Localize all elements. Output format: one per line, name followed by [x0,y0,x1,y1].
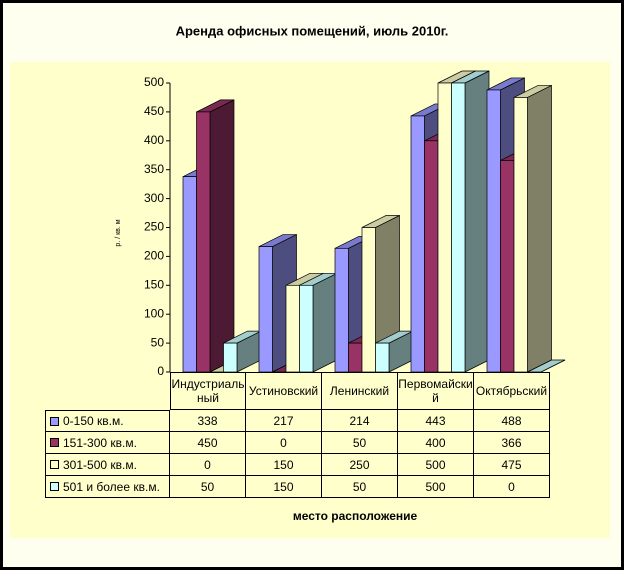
legend-entry: 151-300 кв.м. [45,432,170,454]
legend-entry: 0-150 кв.м. [45,410,170,432]
table-value: 50 [322,432,398,454]
bar [258,246,273,373]
table-value: 338 [170,410,246,432]
table-value: 150 [246,476,322,498]
legend-label: 0-150 кв.м. [63,414,124,428]
legend-label: 501 и более кв.м. [63,479,160,494]
bar [223,342,238,373]
category-header: Ленинский [322,372,398,410]
table-value: 443 [398,410,474,432]
category-header: Первомайский [398,372,474,410]
table-value: 150 [246,454,322,476]
y-tick-label: 400 [144,133,164,147]
table-value: 500 [398,454,474,476]
table-value: 0 [474,476,550,498]
bar [348,342,363,373]
legend-swatch [50,460,59,469]
bar [375,342,390,373]
y-tick-label: 350 [144,162,164,176]
bar-side [527,84,552,373]
legend-swatch [50,416,59,426]
bar [299,284,314,373]
category-header: Индустриальный [170,372,246,410]
legend-swatch [50,438,59,447]
y-tick-label: 450 [144,104,164,118]
y-tick-label: 100 [144,306,164,320]
y-axis-title: р. / кв. м [115,219,122,246]
y-tick-label: 300 [144,191,164,205]
x-axis-title: место расположение [293,509,418,523]
table-value: 0 [246,432,322,454]
y-tick-label: 50 [151,335,165,349]
table-value: 50 [170,476,246,498]
bar [285,284,300,373]
table-value: 50 [322,476,398,498]
bar-side [312,272,338,373]
table-value: 475 [474,454,550,476]
category-header: Устиновский [246,372,322,410]
table-value: 250 [322,454,398,476]
chart: Аренда офисных помещений, июль 2010г. р.… [10,23,610,538]
bar [410,115,425,373]
chart-title: Аренда офисных помещений, июль 2010г. [176,23,449,38]
bar [513,97,528,373]
table-value: 488 [474,410,550,432]
legend-swatch [50,482,59,491]
bar [451,82,466,373]
bar [437,82,452,373]
bar [334,247,349,373]
legend-label: 301-500 кв.м. [63,457,137,472]
y-tick-label: 0 [157,364,164,378]
bar-side [464,70,490,373]
table-value: 217 [246,410,322,432]
bar [182,176,197,373]
table-value: 400 [398,432,474,454]
table-value: 366 [474,432,550,454]
table-value: 450 [170,432,246,454]
y-tick-label: 250 [144,220,164,234]
table-value: 0 [170,454,246,476]
bar [361,227,376,373]
y-tick-label: 200 [144,249,164,263]
bar [500,160,515,373]
table-value: 214 [322,410,398,432]
y-tick-label: 500 [144,75,164,89]
bar [424,140,439,373]
y-tick-label: 150 [144,277,164,291]
category-header: Октябрьский [474,372,550,410]
bar [196,111,211,373]
legend-label: 151-300 кв.м. [63,435,137,450]
table-value: 500 [398,476,474,498]
bar [486,89,501,373]
legend-entry: 301-500 кв.м. [45,454,170,476]
legend-entry: 501 и более кв.м. [45,476,170,498]
bar-side [209,99,235,373]
